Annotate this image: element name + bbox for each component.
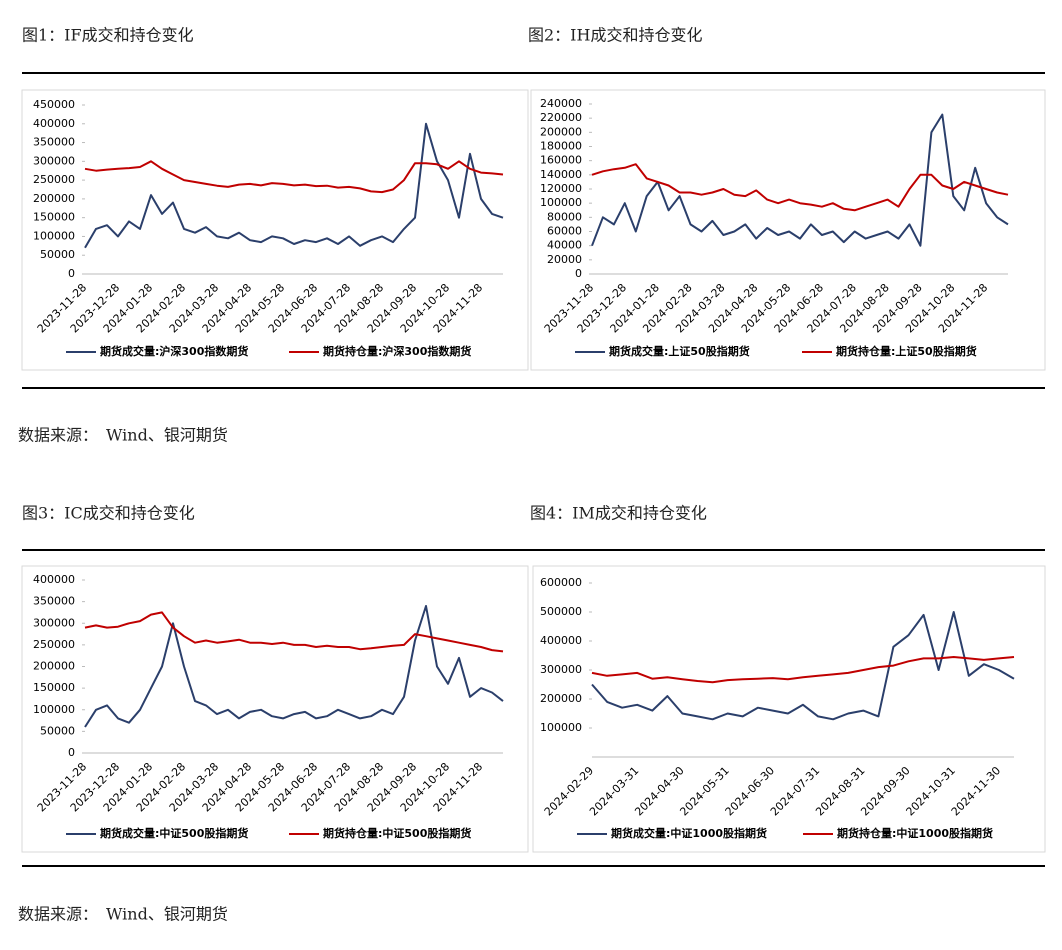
y-tick-label: 450000 — [33, 98, 75, 111]
y-tick-label: 0 — [575, 267, 582, 280]
y-tick-label: 200000 — [540, 692, 582, 705]
legend-label: 期货持仓量:中证500股指期货 — [323, 826, 471, 840]
y-tick-label: 50000 — [40, 248, 75, 261]
series-line — [84, 611, 504, 653]
y-tick-label: 350000 — [33, 595, 75, 608]
y-tick-label: 0 — [68, 746, 75, 759]
y-tick-label: 200000 — [33, 192, 75, 205]
series-line — [591, 611, 1015, 721]
y-tick-label: 240000 — [540, 97, 582, 110]
source: 数据来源： Wind、银河期货 — [18, 426, 228, 445]
y-tick-label: 250000 — [33, 638, 75, 651]
y-tick-label: 60000 — [547, 225, 582, 238]
series-line — [84, 122, 504, 249]
series-line — [84, 160, 504, 194]
y-tick-label: 250000 — [33, 173, 75, 186]
chart-frame — [530, 89, 1046, 371]
y-tick-label: 150000 — [33, 211, 75, 224]
chart-frame — [21, 565, 529, 853]
y-tick-label: 160000 — [540, 154, 582, 167]
legend-label: 期货成交量:沪深300指数期货 — [100, 344, 248, 358]
series-line — [591, 163, 1009, 212]
series-line — [591, 656, 1015, 684]
y-tick-label: 50000 — [40, 724, 75, 737]
y-tick-label: 0 — [68, 267, 75, 280]
series-line — [591, 113, 1009, 247]
y-tick-label: 100000 — [540, 196, 582, 209]
y-tick-label: 400000 — [540, 634, 582, 647]
y-tick-label: 300000 — [540, 663, 582, 676]
y-tick-label: 120000 — [540, 182, 582, 195]
figure-caption: 图3：IC成交和持仓变化 — [22, 504, 195, 523]
legend-label: 期货成交量:中证500股指期货 — [100, 826, 248, 840]
y-tick-label: 20000 — [547, 253, 582, 266]
y-tick-label: 400000 — [33, 117, 75, 130]
y-tick-label: 150000 — [33, 681, 75, 694]
y-tick-label: 300000 — [33, 616, 75, 629]
y-tick-label: 80000 — [547, 210, 582, 223]
figure-caption: 图1：IF成交和持仓变化 — [22, 26, 194, 45]
y-tick-label: 200000 — [540, 125, 582, 138]
figure-caption: 图2：IH成交和持仓变化 — [528, 26, 702, 45]
y-tick-label: 180000 — [540, 140, 582, 153]
y-tick-label: 220000 — [540, 111, 582, 124]
y-tick-label: 500000 — [540, 605, 582, 618]
legend-label: 期货成交量:中证1000股指期货 — [611, 826, 767, 840]
y-tick-label: 350000 — [33, 136, 75, 149]
y-tick-label: 100000 — [540, 721, 582, 734]
y-tick-label: 140000 — [540, 168, 582, 181]
series-line — [84, 605, 504, 728]
legend-label: 期货成交量:上证50股指期货 — [609, 344, 750, 358]
legend-label: 期货持仓量:中证1000股指期货 — [837, 826, 993, 840]
y-tick-label: 100000 — [33, 229, 75, 242]
y-tick-label: 40000 — [547, 239, 582, 252]
y-tick-label: 200000 — [33, 660, 75, 673]
y-tick-label: 300000 — [33, 154, 75, 167]
y-tick-label: 600000 — [540, 576, 582, 589]
source: 数据来源： Wind、银河期货 — [18, 905, 228, 924]
y-tick-label: 400000 — [33, 573, 75, 586]
legend-label: 期货持仓量:沪深300指数期货 — [323, 344, 471, 358]
figure-caption: 图4：IM成交和持仓变化 — [530, 504, 707, 523]
chart-frame — [532, 565, 1046, 853]
chart-frame — [21, 89, 529, 371]
y-tick-label: 100000 — [33, 703, 75, 716]
legend-label: 期货持仓量:上证50股指期货 — [836, 344, 977, 358]
